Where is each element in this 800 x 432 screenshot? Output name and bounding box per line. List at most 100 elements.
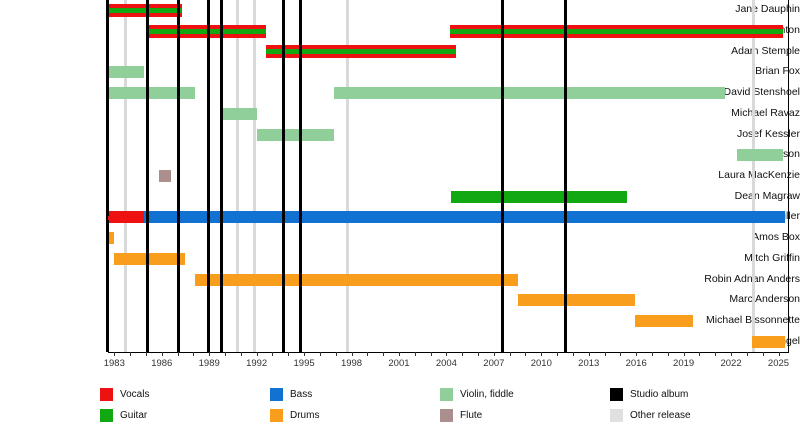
legend-swatch bbox=[610, 409, 623, 422]
x-axis-tick bbox=[636, 352, 638, 356]
x-axis-tick bbox=[319, 352, 321, 356]
legend-label: Studio album bbox=[630, 389, 689, 400]
x-axis-tick bbox=[652, 352, 653, 356]
x-axis-tick bbox=[667, 352, 669, 356]
x-axis-tick-label: 2004 bbox=[435, 358, 457, 369]
member-label: Josef Kessler bbox=[736, 127, 800, 140]
member-span-bar bbox=[737, 149, 784, 162]
x-axis-tick-label: 1995 bbox=[293, 358, 315, 369]
studio-album-marker bbox=[206, 0, 210, 352]
x-axis-tick bbox=[209, 352, 211, 356]
studio-album-marker bbox=[220, 0, 224, 352]
x-axis-tick bbox=[478, 352, 480, 356]
member-span-bar bbox=[334, 87, 725, 100]
legend-label: Other release bbox=[630, 410, 691, 421]
other-release-marker bbox=[751, 0, 755, 352]
legend-label: Drums bbox=[290, 410, 320, 421]
member-span-bar bbox=[634, 314, 694, 327]
studio-album-marker bbox=[105, 0, 109, 352]
legend-item: Violin, fiddle bbox=[440, 388, 514, 401]
x-axis-tick-label: 2025 bbox=[767, 358, 790, 369]
x-axis-tick bbox=[367, 352, 369, 356]
member-label: Adam Stemple bbox=[731, 44, 800, 57]
member-span-bar bbox=[114, 252, 186, 265]
x-axis-tick bbox=[762, 352, 764, 356]
x-axis-tick-label: 1998 bbox=[340, 358, 363, 369]
legend-label: Guitar bbox=[120, 410, 148, 421]
x-axis-tick bbox=[604, 352, 606, 356]
other-release-marker bbox=[236, 0, 240, 352]
member-span-bar bbox=[108, 232, 115, 245]
x-axis-tick bbox=[414, 352, 416, 356]
x-axis-tick bbox=[446, 352, 448, 356]
legend-swatch bbox=[440, 388, 453, 401]
studio-album-marker bbox=[563, 0, 567, 352]
member-span-bar bbox=[451, 190, 627, 203]
plot-right-border bbox=[788, 0, 789, 352]
x-axis-tick-label: 2007 bbox=[483, 358, 505, 369]
member-span-bar bbox=[108, 87, 195, 100]
x-axis-tick bbox=[430, 352, 432, 356]
legend-item: Vocals bbox=[100, 388, 149, 401]
legend-item: Guitar bbox=[100, 409, 147, 422]
legend-swatch bbox=[440, 409, 453, 422]
member-label: Amos Box bbox=[752, 231, 800, 244]
legend-swatch bbox=[100, 409, 113, 422]
x-axis-tick bbox=[683, 352, 685, 356]
member-span-role-stripe bbox=[108, 215, 145, 220]
member-span-bar bbox=[517, 294, 635, 307]
legend-swatch bbox=[270, 409, 283, 422]
member-label: Laura MacKenzie bbox=[718, 169, 800, 181]
member-span-role-stripe bbox=[266, 49, 456, 55]
x-axis-tick-label: 2016 bbox=[625, 358, 647, 369]
studio-album-marker bbox=[501, 0, 505, 352]
x-axis-tick-label: 2001 bbox=[388, 358, 410, 369]
x-axis-tick bbox=[509, 352, 511, 356]
member-span-bar bbox=[158, 170, 172, 182]
member-span-bar bbox=[108, 3, 183, 17]
legend-label: Flute bbox=[460, 410, 483, 421]
x-axis-tick bbox=[193, 352, 195, 356]
x-axis-tick bbox=[383, 352, 385, 356]
x-axis-tick bbox=[225, 352, 227, 356]
member-label: David Stenshoel bbox=[723, 86, 800, 99]
member-label: Jane Dauphin bbox=[735, 3, 800, 16]
chart-legend: Vocals Guitar Bass Drums Violin, fiddle Flute… bbox=[0, 384, 800, 432]
member-label: Michael Bissonnette bbox=[706, 313, 800, 326]
x-axis-tick bbox=[145, 352, 147, 356]
x-axis-tick bbox=[288, 352, 290, 356]
legend-swatch bbox=[100, 388, 113, 401]
x-axis-tick bbox=[256, 352, 258, 356]
x-axis-tick bbox=[161, 352, 163, 356]
x-axis-tick-label: 1989 bbox=[198, 358, 220, 369]
legend-label: Violin, fiddle bbox=[460, 389, 514, 400]
x-axis-tick bbox=[351, 352, 353, 356]
x-axis-tick bbox=[746, 352, 748, 356]
other-release-marker bbox=[123, 0, 127, 352]
x-axis-tick bbox=[699, 352, 701, 356]
x-axis-tick-label: 2013 bbox=[578, 358, 600, 369]
x-axis-tick-label: 2022 bbox=[720, 358, 742, 369]
member-span-bar bbox=[266, 45, 456, 59]
member-span-bar bbox=[194, 273, 518, 286]
x-axis-tick bbox=[620, 352, 622, 356]
member-label: Brian Fox bbox=[755, 65, 800, 78]
legend-item: Studio album bbox=[610, 388, 688, 401]
legend-item: Flute bbox=[440, 409, 482, 422]
legend-item: Bass bbox=[270, 388, 312, 401]
member-span-role-stripe bbox=[108, 7, 183, 13]
x-axis-tick bbox=[304, 352, 306, 356]
x-axis-tick-label: 2019 bbox=[673, 358, 695, 369]
legend-label: Vocals bbox=[120, 389, 150, 400]
x-axis-tick bbox=[525, 352, 527, 356]
member-span-bar bbox=[256, 128, 335, 141]
x-axis-tick bbox=[335, 352, 337, 356]
x-axis-tick bbox=[493, 352, 495, 356]
member-span-bar bbox=[223, 107, 257, 120]
legend-swatch bbox=[610, 388, 623, 401]
other-release-marker bbox=[346, 0, 350, 352]
studio-album-marker bbox=[299, 0, 303, 352]
chart-area: Jane DauphinTodd MentonAdam StempleBrian… bbox=[104, 0, 800, 369]
x-axis-tick-label: 1992 bbox=[246, 358, 268, 369]
x-axis-tick bbox=[731, 352, 733, 356]
